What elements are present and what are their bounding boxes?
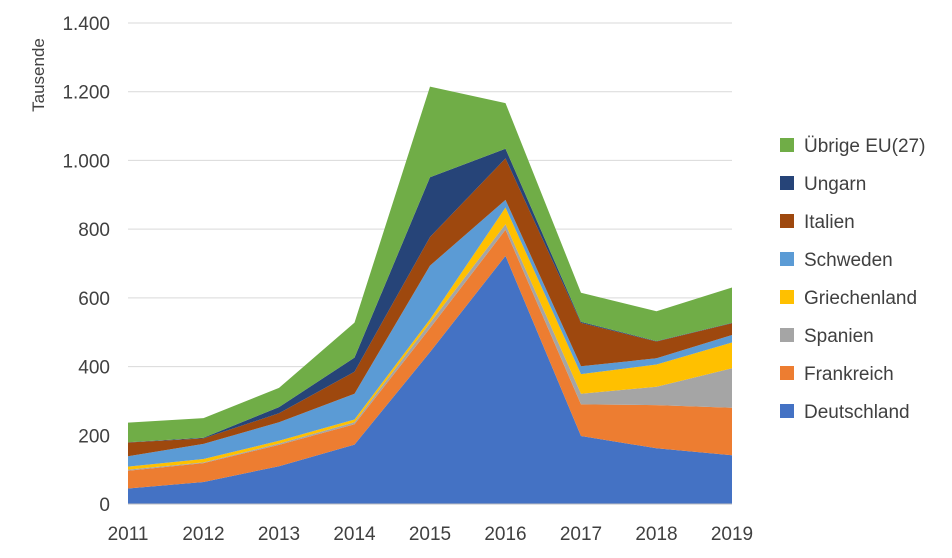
legend-swatch-ungarn <box>780 176 794 190</box>
y-tick-label: 200 <box>78 426 110 447</box>
legend-label-frankreich: Frankreich <box>804 364 894 385</box>
legend-swatch-brige-eu-27 <box>780 138 794 152</box>
x-tick-label: 2014 <box>333 524 376 545</box>
y-axis-label: Tausende <box>29 38 48 112</box>
x-tick-label: 2019 <box>711 524 753 545</box>
legend-swatch-frankreich <box>780 366 794 380</box>
legend-label-deutschland: Deutschland <box>804 402 910 423</box>
axes: 0 200 400 600 800 1.000 1.200 1.400 2011 2012 2013… <box>62 14 753 545</box>
legend-swatch-griechenland <box>780 290 794 304</box>
y-tick-label: 0 <box>99 495 110 516</box>
legend-swatch-spanien <box>780 328 794 342</box>
legend-swatch-deutschland <box>780 404 794 418</box>
legend-label-griechenland: Griechenland <box>804 288 917 309</box>
y-tick-label: 400 <box>78 358 110 379</box>
legend-label-spanien: Spanien <box>804 326 874 347</box>
legend-swatch-schweden <box>780 252 794 266</box>
legend-label-brige-eu-27: Übrige EU(27) <box>804 136 925 157</box>
legend: Übrige EU(27) Ungarn Italien Schweden Griech… <box>780 136 925 423</box>
y-tick-label: 1.200 <box>62 83 110 104</box>
x-tick-label: 2017 <box>560 524 602 545</box>
x-tick-label: 2016 <box>484 524 526 545</box>
y-tick-label: 600 <box>78 289 110 310</box>
legend-swatch-italien <box>780 214 794 228</box>
y-tick-label: 800 <box>78 220 110 241</box>
area-series <box>128 86 732 504</box>
x-tick-label: 2015 <box>409 524 451 545</box>
y-tick-label: 1.400 <box>62 14 110 35</box>
y-tick-label: 1.000 <box>62 151 110 172</box>
x-tick-label: 2011 <box>108 524 149 545</box>
area-deutschland <box>128 255 732 504</box>
area-brige-eu-27 <box>128 86 732 443</box>
x-tick-label: 2012 <box>182 524 224 545</box>
x-tick-label: 2013 <box>258 524 300 545</box>
legend-label-italien: Italien <box>804 212 855 233</box>
area-ungarn <box>128 148 732 443</box>
x-tick-label: 2018 <box>635 524 677 545</box>
area-frankreich <box>128 229 732 489</box>
legend-label-ungarn: Ungarn <box>804 174 866 195</box>
legend-label-schweden: Schweden <box>804 250 893 271</box>
